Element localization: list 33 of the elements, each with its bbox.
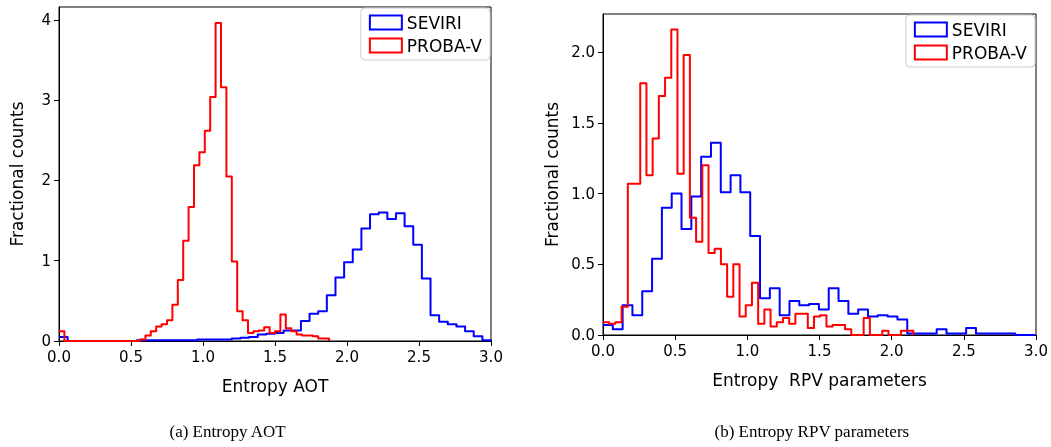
text: (a) Entropy AOT <box>169 422 287 441</box>
x-tick-label: 1.5 <box>807 341 832 360</box>
x-tick-label: 2.0 <box>335 347 359 366</box>
y-tick-label: 0.0 <box>571 326 595 344</box>
x-tick-label: 0.0 <box>591 341 615 360</box>
y-tick-label: 1.0 <box>571 184 595 203</box>
y-axis-title: Fractional counts <box>541 101 562 248</box>
x-tick-label: 3.0 <box>479 347 503 366</box>
y-tick-label: 0 <box>41 332 51 350</box>
x-tick-label: 2.5 <box>407 347 431 366</box>
legend-label: PROBA-V <box>406 35 483 56</box>
x-axis-title: Entropy RPV parameters <box>712 369 927 390</box>
y-tick-label: 2 <box>41 171 51 190</box>
x-axis-title: Entropy AOT <box>221 375 329 396</box>
x-tick-label: 1.5 <box>263 347 287 366</box>
x-tick-label: 1.0 <box>191 347 215 366</box>
x-tick-label: 1.0 <box>735 341 760 360</box>
x-tick-label: 0.5 <box>663 341 688 360</box>
y-tick-label: 0.5 <box>571 255 595 274</box>
legend-label: SEVIRI <box>951 19 1007 40</box>
x-tick-label: 0.5 <box>119 347 143 366</box>
y-tick-label: 4 <box>41 10 51 29</box>
legend-label: PROBA-V <box>951 42 1028 63</box>
x-tick-label: 3.0 <box>1024 341 1048 360</box>
y-tick-label: 1 <box>41 251 51 270</box>
x-tick-label: 2.0 <box>879 341 904 360</box>
text: (b) Entropy RPV parameters <box>714 422 910 441</box>
y-axis-title: Fractional counts <box>6 101 27 247</box>
x-tick-label: 2.5 <box>951 341 976 360</box>
y-tick-label: 2.0 <box>571 43 595 62</box>
y-tick-label: 3 <box>41 91 51 110</box>
y-tick-label: 1.5 <box>571 113 595 132</box>
legend-label: SEVIRI <box>406 12 462 33</box>
